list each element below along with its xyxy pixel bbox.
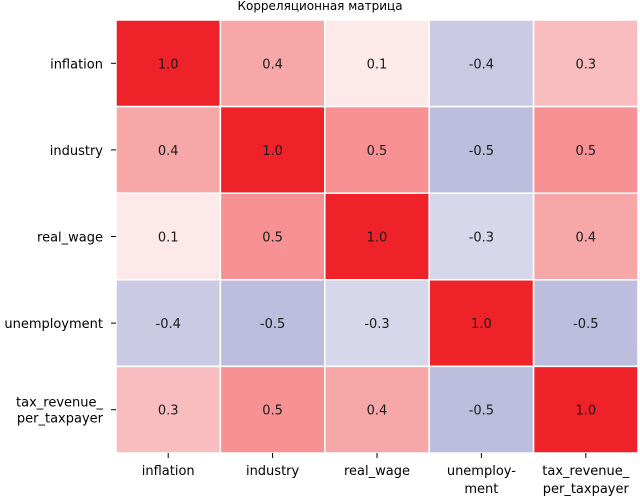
x-tick-label: unemploy- bbox=[447, 464, 516, 479]
heatmap-cell bbox=[219, 105, 326, 194]
heatmap-cell bbox=[428, 105, 535, 194]
cell-value-label: 1.0 bbox=[158, 57, 179, 72]
x-tick-label: real_wage bbox=[344, 464, 410, 479]
y-tick-label: tax_revenue_ bbox=[16, 396, 103, 411]
cell-value-label: 0.5 bbox=[262, 404, 283, 419]
cell-value-label: -0.3 bbox=[469, 231, 494, 246]
y-tick-label: real_wage bbox=[37, 231, 103, 246]
heatmap-cell bbox=[324, 192, 430, 281]
cell-value-label: 0.4 bbox=[158, 144, 179, 159]
heatmap-cell bbox=[324, 105, 430, 194]
heatmap-cell bbox=[532, 192, 639, 281]
x-tick-label: industry bbox=[246, 464, 300, 479]
heatmap-cell bbox=[532, 279, 639, 368]
y-tick-label: per_taxpayer bbox=[17, 412, 104, 427]
cell-value-label: -0.5 bbox=[573, 317, 598, 332]
heatmap-cell bbox=[428, 279, 535, 368]
cell-value-label: 0.4 bbox=[367, 404, 388, 419]
heatmap-cell bbox=[115, 105, 222, 194]
y-tick-label: unemployment bbox=[4, 317, 103, 332]
cell-value-label: -0.5 bbox=[469, 404, 494, 419]
cell-value-label: -0.5 bbox=[260, 317, 285, 332]
cell-value-label: -0.4 bbox=[156, 317, 181, 332]
heatmap-cell bbox=[115, 192, 222, 281]
cell-value-label: 1.0 bbox=[367, 231, 388, 246]
cell-value-label: 0.4 bbox=[575, 231, 596, 246]
cell-value-label: -0.3 bbox=[364, 317, 389, 332]
heatmap-cell bbox=[532, 365, 639, 454]
cell-value-label: 0.1 bbox=[367, 57, 388, 72]
heatmap-cell bbox=[428, 192, 535, 281]
y-tick-label: industry bbox=[50, 144, 104, 159]
heatmap-cell bbox=[428, 365, 535, 454]
heatmap-cell bbox=[532, 19, 639, 108]
heatmap-cell bbox=[219, 365, 326, 454]
cell-value-label: 1.0 bbox=[262, 144, 283, 159]
cell-value-label: 1.0 bbox=[471, 317, 492, 332]
cell-value-label: 0.5 bbox=[262, 231, 283, 246]
cell-value-label: -0.4 bbox=[469, 57, 494, 72]
cell-value-label: 0.1 bbox=[158, 231, 179, 246]
cell-value-label: 1.0 bbox=[575, 404, 596, 419]
cell-value-label: 0.4 bbox=[262, 57, 283, 72]
y-tick-label: inflation bbox=[50, 57, 103, 72]
chart-title: Корреляционная матрица bbox=[237, 0, 403, 13]
cell-value-label: 0.3 bbox=[575, 57, 596, 72]
x-tick-label: tax_revenue_ bbox=[542, 464, 629, 479]
x-tick-label: per_taxpayer bbox=[543, 482, 630, 496]
cell-value-label: 0.5 bbox=[367, 144, 388, 159]
x-tick-label: ment bbox=[464, 482, 498, 496]
heatmap-cell bbox=[219, 192, 326, 281]
cell-value-label: -0.5 bbox=[469, 144, 494, 159]
cell-value-label: 0.5 bbox=[575, 144, 596, 159]
cell-value-label: 0.3 bbox=[158, 404, 179, 419]
x-tick-label: inflation bbox=[142, 464, 195, 479]
heatmap-cell bbox=[324, 279, 430, 368]
